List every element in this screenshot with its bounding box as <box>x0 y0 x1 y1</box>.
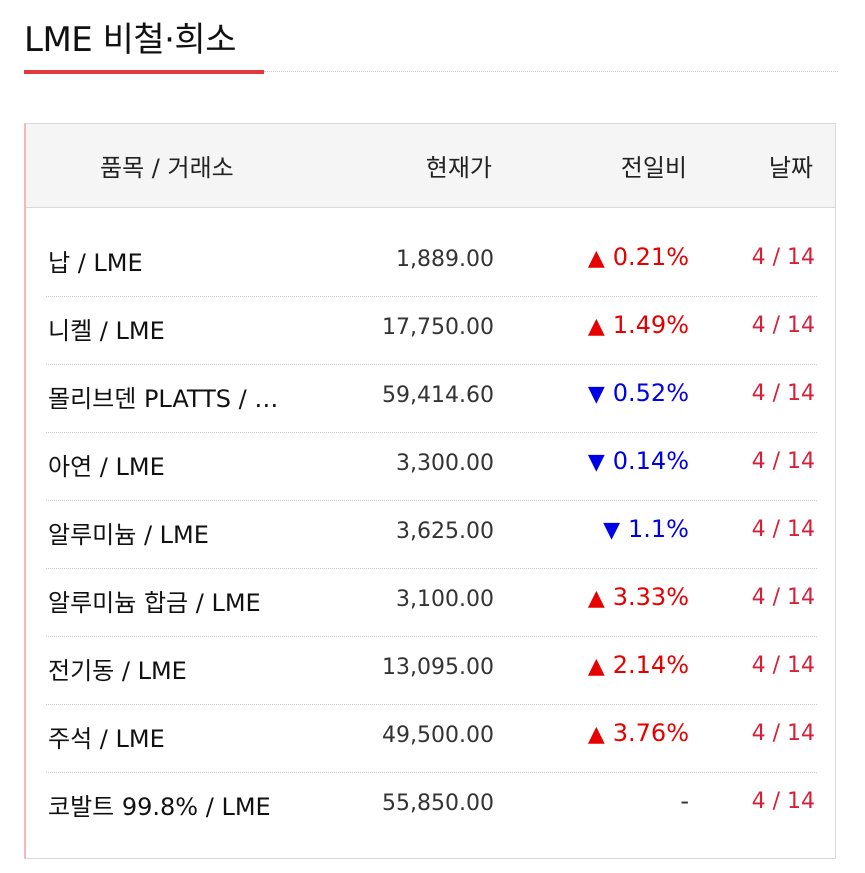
change-percent: 0.21% <box>612 243 689 271</box>
up-arrow-icon: ▲ <box>587 314 605 339</box>
change-value: ▼ 0.14% <box>588 447 689 475</box>
header-item: 품목 / 거래소 <box>100 154 234 182</box>
change-value: ▲ 1.49% <box>588 311 689 339</box>
table-row[interactable]: 주석 / LME 49,500.00 ▲ 3.76% 4 / 14 <box>46 705 817 773</box>
item-name-link[interactable]: 알루미늄 합금 / LME <box>48 589 261 617</box>
table-row[interactable]: 아연 / LME 3,300.00 ▼ 0.14% 4 / 14 <box>46 433 817 501</box>
up-arrow-icon: ▲ <box>587 722 605 747</box>
date-value: 4 / 14 <box>751 245 815 270</box>
change-percent: 1.49% <box>612 311 689 339</box>
item-name-link[interactable]: 알루미늄 / LME <box>48 521 209 549</box>
current-price: 3,100.00 <box>396 587 494 612</box>
table-row[interactable]: 알루미늄 합금 / LME 3,100.00 ▲ 3.33% 4 / 14 <box>46 569 817 637</box>
change-value: ▼ 0.52% <box>588 379 689 407</box>
current-price: 55,850.00 <box>382 791 494 816</box>
table-row[interactable]: 니켈 / LME 17,750.00 ▲ 1.49% 4 / 14 <box>46 297 817 365</box>
date-value: 4 / 14 <box>751 585 815 610</box>
table-row[interactable]: 코발트 99.8% / LME 55,850.00 - 4 / 14 <box>46 773 817 841</box>
item-name-link[interactable]: 아연 / LME <box>48 453 165 481</box>
header-date: 날짜 <box>768 154 813 182</box>
change-percent: 0.14% <box>612 447 689 475</box>
table-header: 품목 / 거래소 현재가 전일비 날짜 <box>26 124 835 208</box>
current-price: 59,414.60 <box>382 383 494 408</box>
change-value: ▲ 2.14% <box>588 651 689 679</box>
item-name-link[interactable]: 코발트 99.8% / LME <box>48 793 271 821</box>
up-arrow-icon: ▲ <box>587 654 605 679</box>
down-arrow-icon: ▼ <box>603 518 621 543</box>
up-arrow-icon: ▲ <box>587 586 605 611</box>
change-value: ▲ 3.76% <box>588 719 689 747</box>
date-value: 4 / 14 <box>751 381 815 406</box>
change-percent: 3.33% <box>612 583 689 611</box>
date-value: 4 / 14 <box>751 517 815 542</box>
down-arrow-icon: ▼ <box>587 382 605 407</box>
metals-price-table: 품목 / 거래소 현재가 전일비 날짜 납 / LME 1,889.00 ▲ 0.… <box>24 123 836 859</box>
page-title: LME 비철·희소 <box>24 20 237 60</box>
change-percent: 1.1% <box>628 515 689 543</box>
item-name-link[interactable]: 주석 / LME <box>48 725 165 753</box>
table-body: 납 / LME 1,889.00 ▲ 0.21% 4 / 14 니켈 / LME … <box>46 229 817 841</box>
item-name-link[interactable]: 전기동 / LME <box>48 657 187 685</box>
table-row[interactable]: 전기동 / LME 13,095.00 ▲ 2.14% 4 / 14 <box>46 637 817 705</box>
item-name-link[interactable]: 니켈 / LME <box>48 317 165 345</box>
change-percent: 2.14% <box>612 651 689 679</box>
down-arrow-icon: ▼ <box>587 450 605 475</box>
current-price: 13,095.00 <box>382 655 494 680</box>
change-value: ▲ 3.33% <box>588 583 689 611</box>
current-price: 49,500.00 <box>382 723 494 748</box>
title-divider <box>264 71 838 72</box>
change-percent: - <box>680 787 689 815</box>
date-value: 4 / 14 <box>751 313 815 338</box>
change-value: ▼ 1.1% <box>603 515 689 543</box>
change-value: ▲ 0.21% <box>588 243 689 271</box>
date-value: 4 / 14 <box>751 721 815 746</box>
item-name-link[interactable]: 몰리브덴 PLATTS / … <box>48 385 279 413</box>
date-value: 4 / 14 <box>751 789 815 814</box>
current-price: 3,625.00 <box>396 519 494 544</box>
current-price: 17,750.00 <box>382 315 494 340</box>
item-name-link[interactable]: 납 / LME <box>48 249 143 277</box>
header-price: 현재가 <box>425 154 492 182</box>
current-price: 3,300.00 <box>396 451 494 476</box>
change-percent: 3.76% <box>612 719 689 747</box>
table-row[interactable]: 알루미늄 / LME 3,625.00 ▼ 1.1% 4 / 14 <box>46 501 817 569</box>
date-value: 4 / 14 <box>751 449 815 474</box>
change-percent: 0.52% <box>612 379 689 407</box>
up-arrow-icon: ▲ <box>587 246 605 271</box>
current-price: 1,889.00 <box>396 247 494 272</box>
header-change: 전일비 <box>620 154 687 182</box>
change-value: - <box>680 787 689 815</box>
table-row[interactable]: 납 / LME 1,889.00 ▲ 0.21% 4 / 14 <box>46 229 817 297</box>
date-value: 4 / 14 <box>751 653 815 678</box>
table-row[interactable]: 몰리브덴 PLATTS / … 59,414.60 ▼ 0.52% 4 / 14 <box>46 365 817 433</box>
title-underline <box>24 70 264 74</box>
